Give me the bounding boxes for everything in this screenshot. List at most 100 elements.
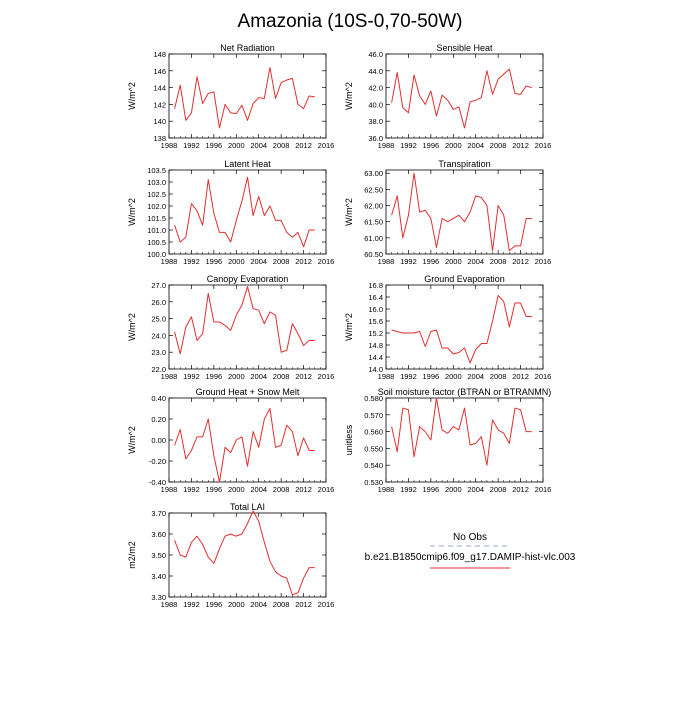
x-tick-label: 1996 (423, 372, 440, 381)
y-tick-label: 140 (153, 117, 166, 126)
panel-latent-heat: Latent Heat W/m^2 1988 1992 1996 2000 2004 2008… (127, 159, 334, 266)
legend-label-no-obs: No Obs (453, 532, 487, 543)
panel-title: Transpiration (438, 159, 490, 169)
y-tick-label: 3.50 (151, 551, 166, 560)
x-tick-label: 1996 (206, 485, 223, 494)
y-tick-label: 101.0 (147, 226, 166, 235)
y-tick-label: 15.6 (368, 317, 383, 326)
y-tick-label: 61.50 (364, 218, 383, 227)
x-tick-label: 2012 (295, 372, 312, 381)
y-tick-label: 146 (153, 67, 166, 76)
panel-title: Sensible Heat (436, 43, 493, 53)
x-tick-label: 2016 (535, 257, 552, 266)
y-tick-label: 42.0 (368, 84, 383, 93)
y-tick-label: 3.70 (151, 509, 166, 518)
x-tick-label: 1996 (423, 141, 440, 150)
y-tick-label: -0.40 (149, 478, 166, 487)
panel-title: Ground Evaporation (424, 274, 505, 284)
x-tick-label: 2012 (295, 485, 312, 494)
x-tick-label: 2004 (250, 141, 267, 150)
x-tick-label: 2008 (490, 141, 507, 150)
x-tick-label: 2016 (318, 257, 335, 266)
x-tick-label: 2008 (273, 141, 290, 150)
x-tick-label: 1992 (400, 372, 417, 381)
panel-net-radiation: Net Radiation W/m^2 1988 1992 1996 2000 2004 20… (127, 43, 334, 150)
panel-title: Total LAI (230, 502, 265, 512)
series-line (391, 295, 532, 364)
x-tick-label: 2004 (250, 257, 267, 266)
y-tick-label: -0.20 (149, 457, 166, 466)
x-tick-label: 2004 (467, 257, 484, 266)
y-tick-label: 62.00 (364, 202, 383, 211)
panel-soil-moisture-factor-btran-or-btranmn: Soil moisture factor (BTRAN or BTRANMN) u… (344, 387, 551, 494)
x-tick-label: 2004 (467, 372, 484, 381)
y-tick-label: 3.40 (151, 572, 166, 581)
x-tick-label: 2016 (318, 485, 335, 494)
x-tick-label: 2000 (445, 372, 462, 381)
y-tick-label: 103.0 (147, 178, 166, 187)
x-tick-label: 1988 (161, 141, 178, 150)
x-tick-label: 2000 (445, 485, 462, 494)
panel-title: Ground Heat + Snow Melt (196, 387, 300, 397)
y-tick-label: 61.00 (364, 234, 383, 243)
panel-title: Net Radiation (220, 43, 275, 53)
y-tick-label: 16.8 (368, 281, 383, 290)
x-tick-label: 2016 (318, 141, 335, 150)
x-tick-label: 1992 (183, 372, 200, 381)
x-tick-label: 1996 (206, 600, 223, 609)
y-tick-label: 36.0 (368, 134, 383, 143)
x-tick-label: 1988 (161, 485, 178, 494)
x-tick-label: 2004 (467, 485, 484, 494)
panel-total-lai: Total LAI m2/m2 1988 1992 1996 2000 2004 2008 20… (127, 502, 334, 609)
y-tick-label: 27.0 (151, 281, 166, 290)
y-axis-label: W/m^2 (344, 313, 354, 341)
y-tick-label: 3.60 (151, 530, 166, 539)
y-tick-label: 16.4 (368, 293, 383, 302)
x-tick-label: 2000 (228, 141, 245, 150)
series-line (174, 510, 315, 596)
y-tick-label: 0.530 (364, 478, 383, 487)
y-tick-label: 0.20 (151, 415, 166, 424)
x-tick-label: 2004 (250, 485, 267, 494)
y-tick-label: 0.580 (364, 394, 383, 403)
series-line (174, 176, 315, 248)
x-tick-label: 2016 (318, 372, 335, 381)
legend: No Obs b.e21.B1850cmip6.f09_g17.DAMIP-hi… (365, 532, 576, 569)
x-tick-label: 2016 (318, 600, 335, 609)
y-tick-label: 63.00 (364, 169, 383, 178)
x-tick-label: 2016 (535, 141, 552, 150)
panel-ground-evaporation: Ground Evaporation W/m^2 1988 1992 1996 2000 2… (344, 274, 551, 381)
series-line (174, 286, 315, 355)
y-tick-label: 14.8 (368, 341, 383, 350)
x-tick-label: 1992 (400, 141, 417, 150)
y-tick-label: 44.0 (368, 67, 383, 76)
x-tick-label: 2012 (295, 600, 312, 609)
y-tick-label: 38.0 (368, 117, 383, 126)
x-tick-label: 1996 (206, 372, 223, 381)
y-tick-label: 3.30 (151, 593, 166, 602)
x-tick-label: 2000 (228, 600, 245, 609)
y-axis-label: unitless (344, 424, 354, 455)
x-tick-label: 1988 (378, 141, 395, 150)
y-tick-label: 0.570 (364, 411, 383, 420)
x-tick-label: 1996 (423, 485, 440, 494)
y-tick-label: 14.0 (368, 365, 383, 374)
y-tick-label: 100.0 (147, 250, 166, 259)
x-tick-label: 1992 (400, 485, 417, 494)
y-axis-label: W/m^2 (127, 426, 137, 454)
y-tick-label: 138 (153, 134, 166, 143)
x-tick-label: 2016 (535, 372, 552, 381)
x-tick-label: 1996 (423, 257, 440, 266)
figure-title: Amazonia (10S-0,70-50W) (238, 11, 463, 32)
y-axis-label: W/m^2 (344, 198, 354, 226)
series-line (174, 66, 315, 129)
x-tick-label: 2008 (273, 372, 290, 381)
series-line (391, 397, 532, 466)
x-tick-label: 2000 (445, 141, 462, 150)
y-tick-label: 0.550 (364, 444, 383, 453)
series-line (391, 172, 532, 252)
panel-transpiration: Transpiration W/m^2 1988 1992 1996 2000 2004 20… (344, 159, 551, 266)
x-tick-label: 1992 (183, 600, 200, 609)
